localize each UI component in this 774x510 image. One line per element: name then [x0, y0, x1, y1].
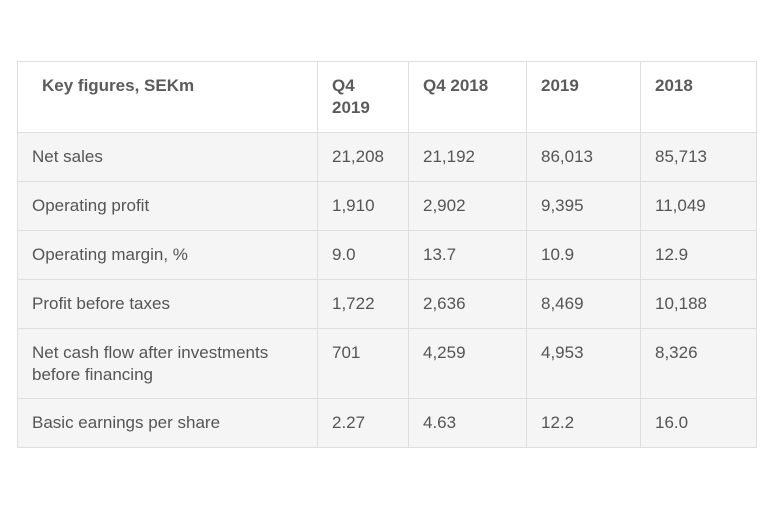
table-cell: 21,192: [408, 132, 527, 182]
table-cell: 4.63: [408, 398, 527, 448]
table-cell: 8,326: [640, 328, 757, 399]
table-cell: 9.0: [317, 230, 409, 280]
table-cell: 2.27: [317, 398, 409, 448]
row-label: Net cash flow after investments before f…: [17, 328, 318, 399]
column-header: Q4 2019: [317, 61, 409, 133]
table-row: Net cash flow after investments before f…: [17, 328, 757, 399]
table-cell: 10.9: [526, 230, 641, 280]
row-label: Operating margin, %: [17, 230, 318, 280]
table-cell: 12.2: [526, 398, 641, 448]
row-label: Operating profit: [17, 181, 318, 231]
table-cell: 9,395: [526, 181, 641, 231]
table-cell: 2,636: [408, 279, 527, 329]
table-header-row: Key figures, SEKm Q4 2019 Q4 2018 2019 20…: [17, 61, 757, 133]
column-header: 2018: [640, 61, 757, 133]
table-cell: 13.7: [408, 230, 527, 280]
table-cell: 11,049: [640, 181, 757, 231]
key-figures-table-container: Key figures, SEKm Q4 2019 Q4 2018 2019 20…: [17, 61, 757, 448]
table-cell: 12.9: [640, 230, 757, 280]
table-cell: 4,953: [526, 328, 641, 399]
column-header: 2019: [526, 61, 641, 133]
column-header: Q4 2018: [408, 61, 527, 133]
table-row: Net sales 21,208 21,192 86,013 85,713: [17, 132, 757, 182]
column-header: Key figures, SEKm: [17, 61, 318, 133]
table-cell: 701: [317, 328, 409, 399]
table-row: Profit before taxes 1,722 2,636 8,469 10…: [17, 279, 757, 329]
table-cell: 1,910: [317, 181, 409, 231]
table-cell: 4,259: [408, 328, 527, 399]
table-cell: 2,902: [408, 181, 527, 231]
table-row: Operating profit 1,910 2,902 9,395 11,04…: [17, 181, 757, 231]
table-cell: 86,013: [526, 132, 641, 182]
row-label: Basic earnings per share: [17, 398, 318, 448]
table-cell: 8,469: [526, 279, 641, 329]
table-row: Operating margin, % 9.0 13.7 10.9 12.9: [17, 230, 757, 280]
column-header-2019: 2019: [332, 98, 370, 117]
table-row: Basic earnings per share 2.27 4.63 12.2 …: [17, 398, 757, 448]
column-header-q4: Q4: [332, 76, 355, 95]
row-label: Profit before taxes: [17, 279, 318, 329]
table-cell: 1,722: [317, 279, 409, 329]
table-cell: 21,208: [317, 132, 409, 182]
table-cell: 16.0: [640, 398, 757, 448]
table-cell: 85,713: [640, 132, 757, 182]
table-cell: 10,188: [640, 279, 757, 329]
key-figures-table: Key figures, SEKm Q4 2019 Q4 2018 2019 20…: [17, 61, 757, 448]
row-label: Net sales: [17, 132, 318, 182]
